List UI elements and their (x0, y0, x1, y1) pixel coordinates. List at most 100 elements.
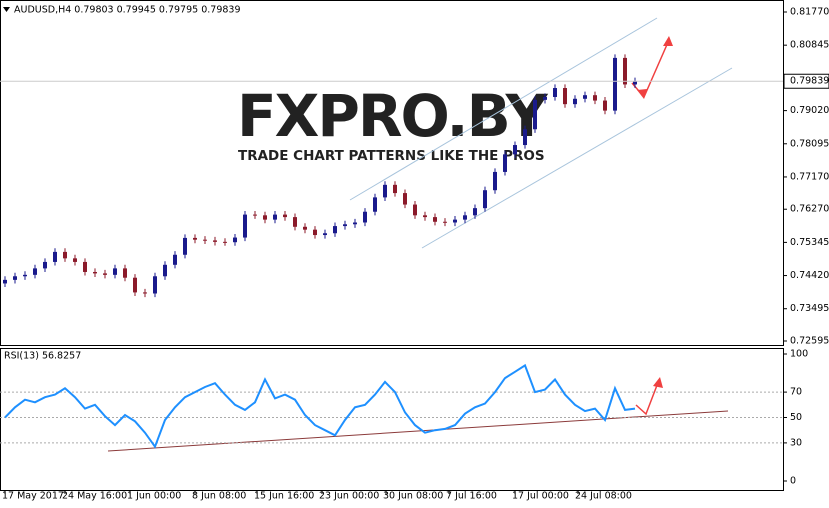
candle-body (123, 268, 127, 278)
candle-body (53, 251, 57, 262)
candle-body (233, 237, 237, 243)
candle-body (113, 268, 117, 275)
x-tick-label: 17 Jul 00:00 (512, 491, 569, 502)
channel-upper (349, 17, 658, 201)
candle-body (163, 264, 167, 277)
candle-body (543, 96, 547, 100)
x-tick-label: 24 Jul 08:00 (575, 491, 632, 502)
y-tick-label: 0.78095 (790, 138, 829, 149)
y-tick-label: 100 (790, 349, 808, 360)
rsi-line (4, 363, 636, 449)
candle-body (463, 215, 467, 220)
watermark-subtitle: TRADE CHART PATTERNS LIKE THE PROS (238, 148, 545, 164)
x-tick-label: 24 May 16:00 (62, 491, 127, 502)
candle-body (453, 219, 457, 223)
y-tick-label: 0.72595 (790, 336, 829, 347)
y-tick-label: 0 (790, 476, 796, 487)
candle-body (483, 190, 487, 209)
candle-body (263, 215, 267, 220)
candle-body (613, 57, 617, 111)
candle-body (573, 98, 577, 105)
candle-body (603, 100, 607, 111)
candle-body (513, 145, 517, 155)
candle-body (633, 81, 637, 85)
candle-body (93, 271, 97, 274)
candle-body (383, 184, 387, 198)
candle-body (63, 251, 67, 259)
candle-body (293, 217, 297, 227)
candle-body (3, 279, 7, 284)
x-tick-label: 17 May 2017 (2, 491, 64, 502)
candle-body (423, 215, 427, 218)
y-tick-label: 0.76270 (790, 204, 829, 215)
channel-lower (421, 67, 733, 249)
y-tick-label: 50 (790, 412, 802, 423)
candle-body (443, 221, 447, 223)
y-tick-label: 0.75345 (790, 237, 829, 248)
watermark-bg (237, 97, 497, 144)
candle-body (273, 214, 277, 220)
candle-body (103, 273, 107, 275)
x-tick-label: 7 Jul 16:00 (446, 491, 497, 502)
price-pane (0, 0, 784, 346)
candle-body (333, 226, 337, 234)
candle-body (413, 204, 417, 216)
candle-body (493, 171, 497, 191)
candle-body (393, 184, 397, 194)
y-tick-label: 0.79020 (790, 105, 829, 116)
y-tick-label: 0.81770 (790, 7, 829, 18)
arrows (631, 36, 673, 416)
rsi-arrowhead (653, 377, 663, 388)
candle-body (183, 237, 187, 255)
y-tick-label: 0.77170 (790, 171, 829, 182)
candle-body (323, 233, 327, 236)
price-arrowhead-down (637, 89, 647, 99)
candle-body (623, 57, 627, 85)
candle-body (73, 258, 77, 262)
channel (349, 17, 733, 249)
candle-body (563, 88, 567, 105)
candle-body (363, 211, 367, 223)
candle-body (83, 261, 87, 272)
candle-body (223, 241, 227, 243)
candle-body (153, 276, 157, 294)
watermark-title: FXPRO.BY (237, 82, 549, 150)
candle-body (313, 229, 317, 236)
candle-body (343, 224, 347, 227)
rsi-arrow (635, 379, 660, 416)
candle-body (283, 214, 287, 218)
last-price-label: 0.79839 (790, 76, 829, 87)
candle-body (303, 226, 307, 230)
candle-body (133, 277, 137, 293)
candle-body (533, 99, 537, 130)
candle-body (33, 268, 37, 275)
candle-body (473, 208, 477, 216)
candle-body (503, 154, 507, 172)
candle-body (593, 95, 597, 101)
last-price-box (783, 73, 829, 89)
candle-body (193, 237, 197, 240)
candle-body (253, 214, 257, 216)
x-tick-label: 8 Jun 08:00 (192, 491, 246, 502)
y-tick-label: 0.80845 (790, 40, 829, 51)
candle-body (143, 292, 147, 294)
price-header: AUDUSD,H4 0.79803 0.79945 0.79795 0.7983… (14, 5, 241, 16)
candle-body (173, 254, 177, 265)
candle-body (373, 197, 377, 212)
rsi-pane (0, 348, 784, 491)
candle-body (213, 240, 217, 242)
candle-body (553, 88, 557, 97)
y-tick-label: 0.74420 (790, 270, 829, 281)
y-tick-label: 30 (790, 437, 802, 448)
candle-body (583, 95, 587, 99)
x-tick-label: 23 Jun 00:00 (319, 491, 379, 502)
candle-body (523, 129, 527, 146)
candle-body (203, 239, 207, 241)
candle-body (13, 276, 17, 280)
candle-body (23, 274, 27, 277)
header-caret (3, 7, 10, 12)
candle-body (433, 217, 437, 222)
y-tick-label: 70 (790, 387, 802, 398)
x-tick-label: 30 Jun 08:00 (383, 491, 443, 502)
